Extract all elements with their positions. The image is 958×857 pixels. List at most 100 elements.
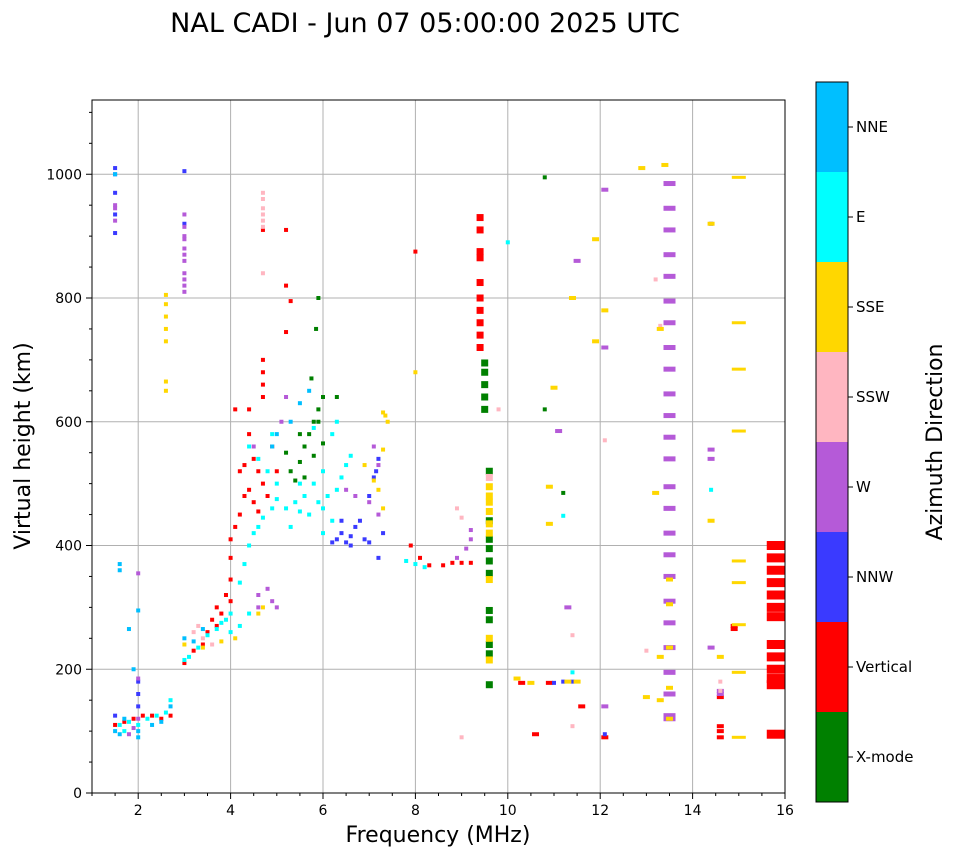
data-point-w: [663, 205, 676, 211]
data-point-w: [376, 512, 381, 517]
data-point-vertical: [260, 481, 265, 486]
data-point-sse: [485, 656, 493, 664]
data-point-sse: [731, 581, 746, 585]
data-point-sse: [371, 478, 376, 483]
data-point-vertical: [205, 630, 210, 635]
data-point-nne: [288, 419, 293, 424]
data-point-sse: [731, 321, 746, 325]
data-point-w: [279, 419, 284, 424]
data-point-e: [274, 481, 279, 486]
data-point-sse: [381, 447, 386, 452]
data-point-e: [334, 487, 339, 492]
data-point-x-mode: [481, 393, 489, 401]
data-point-x-mode: [542, 175, 547, 180]
data-point-nne: [117, 568, 122, 573]
data-point-ssw: [260, 197, 265, 201]
data-point-w: [344, 487, 349, 492]
data-point-w: [284, 395, 289, 399]
data-point-sse: [666, 602, 673, 607]
data-point-vertical: [766, 729, 785, 739]
data-point-w: [376, 463, 381, 468]
data-point-w: [182, 252, 187, 257]
x-axis-ticks: 2 4 6 8 10 12 14 16: [91, 793, 794, 819]
data-point-w: [663, 456, 676, 462]
data-point-nne: [113, 729, 118, 734]
data-point-vertical: [122, 719, 127, 724]
data-point-vertical: [256, 469, 261, 474]
data-point-vertical: [237, 512, 242, 517]
data-point-x-mode: [485, 557, 493, 565]
data-point-vertical: [284, 283, 289, 288]
data-point-e: [311, 425, 316, 430]
data-point-sse: [592, 237, 600, 242]
y-tick-label: 1000: [46, 167, 82, 183]
data-point-e: [182, 657, 187, 662]
data-point-vertical: [274, 469, 279, 474]
data-point-w: [663, 669, 676, 675]
data-point-w: [113, 203, 118, 208]
data-point-vertical: [578, 704, 586, 709]
data-point-x-mode: [316, 296, 321, 300]
data-point-vertical: [288, 299, 293, 304]
data-point-e: [247, 543, 252, 548]
data-point-e: [334, 419, 339, 424]
data-point-e: [307, 512, 312, 517]
data-point-ssw: [496, 407, 501, 412]
data-point-e: [344, 463, 349, 468]
data-point-e: [570, 670, 575, 675]
data-point-nnw: [136, 704, 141, 709]
data-point-x-mode: [481, 359, 489, 367]
data-point-x-mode: [311, 419, 316, 424]
data-point-w: [274, 605, 279, 610]
colorbar-segment-x-mode: [816, 712, 848, 802]
data-point-e: [709, 487, 714, 492]
data-point-w: [663, 620, 676, 626]
data-point-vertical: [476, 306, 484, 314]
data-point-vertical: [413, 249, 418, 254]
data-point-vertical: [210, 617, 215, 622]
data-point-w: [663, 391, 676, 397]
data-point-w: [663, 552, 676, 558]
data-point-sse: [200, 645, 205, 650]
data-point-e: [270, 432, 275, 437]
data-point-w: [573, 258, 581, 263]
data-point-sse: [233, 636, 238, 641]
data-point-x-mode: [307, 432, 312, 437]
data-point-sse: [260, 605, 265, 610]
data-point-x-mode: [284, 450, 289, 455]
data-point-w: [601, 187, 609, 192]
data-point-w: [371, 444, 376, 449]
data-point-e: [154, 713, 159, 718]
data-point-vertical: [427, 563, 432, 568]
colorbar-segment-e: [816, 172, 848, 262]
data-point-sse: [601, 308, 609, 313]
data-point-vertical: [766, 612, 785, 622]
data-point-w: [113, 218, 118, 223]
data-point-x-mode: [481, 405, 489, 413]
data-point-e: [196, 645, 201, 650]
data-point-vertical: [716, 735, 724, 740]
x-tick-label: 8: [411, 803, 420, 819]
data-point-ssw: [210, 642, 215, 647]
data-point-vertical: [766, 565, 785, 575]
data-point-e: [228, 611, 233, 616]
data-point-e: [247, 444, 252, 449]
data-point-vertical: [182, 661, 187, 666]
data-point-vertical: [140, 713, 145, 718]
y-tick-label: 200: [55, 662, 82, 678]
data-point-vertical: [219, 611, 224, 616]
data-point-w: [663, 530, 676, 536]
data-point-vertical: [168, 713, 173, 718]
data-point-vertical: [191, 648, 196, 653]
data-point-nnw: [367, 494, 372, 498]
data-point-nnw: [381, 531, 386, 536]
data-point-e: [228, 630, 233, 635]
data-point-w: [182, 237, 187, 242]
data-point-ssw: [459, 735, 464, 740]
data-point-w: [601, 704, 609, 709]
data-point-vertical: [716, 724, 724, 729]
data-point-ssw: [718, 679, 723, 684]
data-point-ssw: [658, 323, 663, 328]
data-point-ssw: [485, 473, 493, 481]
data-point-x-mode: [485, 545, 493, 553]
